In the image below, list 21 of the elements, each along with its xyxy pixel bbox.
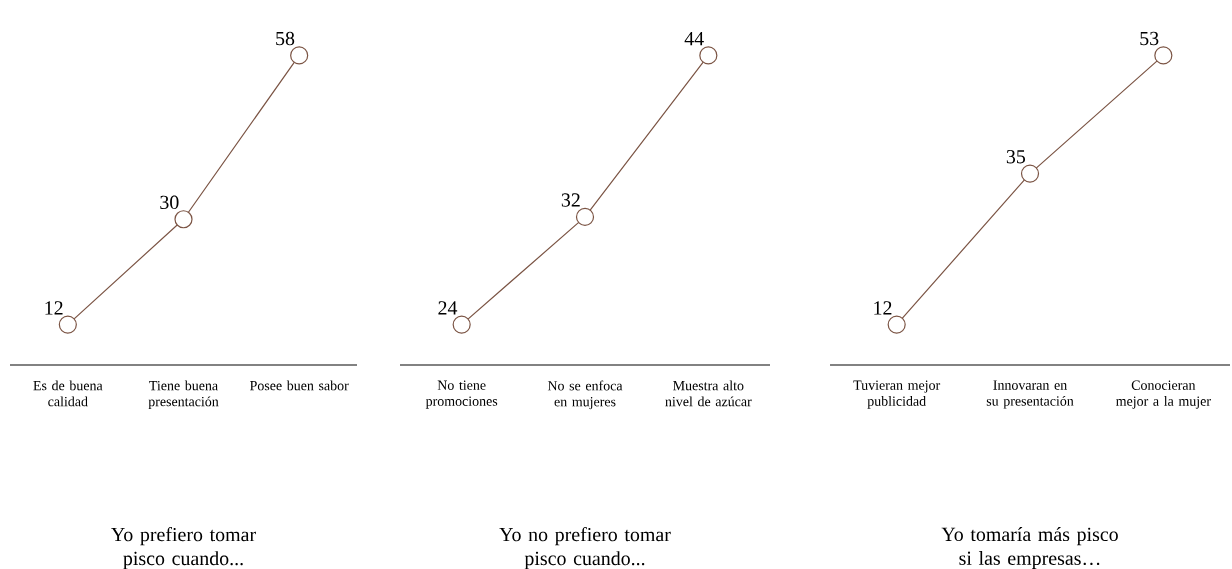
x-tick-label: Tiene buena presentación (148, 380, 219, 410)
data-label: 32 (561, 193, 580, 207)
x-tick-label: Innovaran en su presentación (986, 380, 1074, 409)
data-label: 30 (160, 195, 179, 210)
text: Yo prefiero tomar pisco cuando... (111, 527, 256, 569)
x-tick-label: Tuvieran mejor publicidad (853, 380, 941, 409)
data-label: 53 (1140, 31, 1159, 46)
data-label: 58 (276, 31, 295, 46)
x-tick-label: Muestra alto nivel de azúcar (665, 380, 752, 407)
x-tick-label: No se enfoca en mujeres (547, 380, 623, 410)
data-label: 12 (45, 301, 63, 315)
x-tick-label: Posee buen sabor (249, 380, 349, 391)
x-tick-label: No tiene promociones (425, 380, 498, 409)
data-label: 12 (874, 301, 892, 315)
data-label: 35 (1006, 150, 1026, 164)
text: Yo tomaría más pisco si las empresas… (941, 527, 1118, 569)
data-label: 24 (438, 301, 458, 315)
data-label: 44 (684, 32, 704, 46)
x-tick-label: Es de buena calidad (33, 380, 103, 407)
text: Yo no prefiero tomar pisco cuando... (499, 527, 671, 569)
x-tick-label: Conocieran mejor a la mujer (1116, 380, 1211, 409)
